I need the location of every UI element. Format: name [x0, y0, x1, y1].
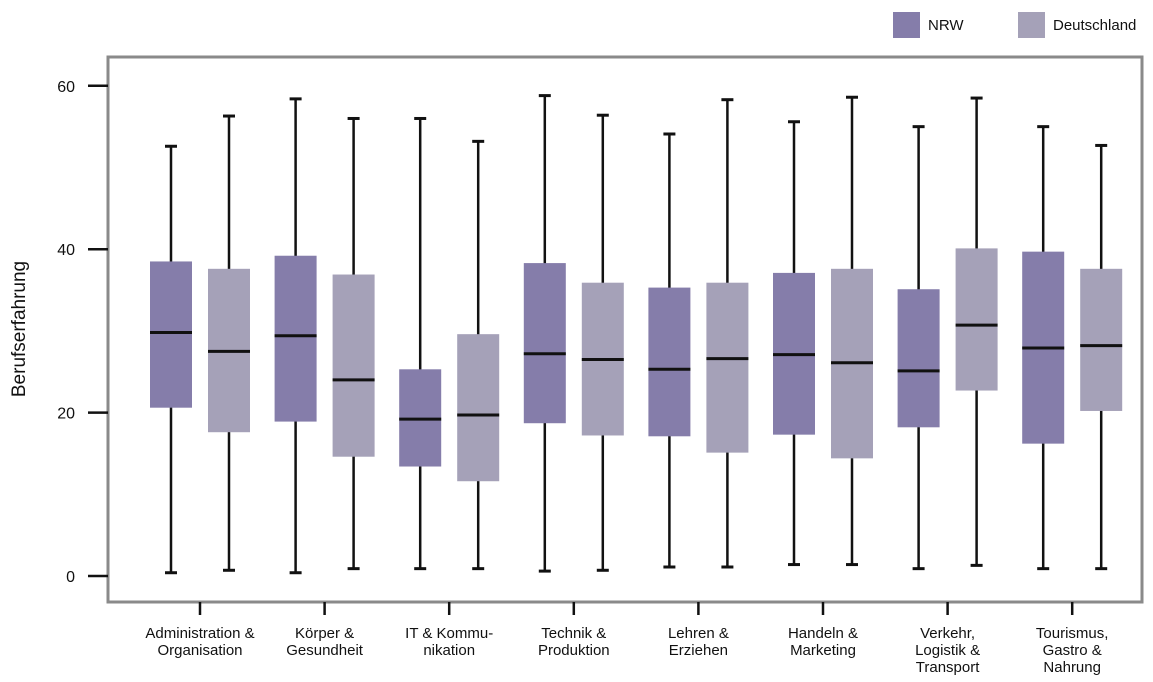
box-iqr: [897, 289, 940, 428]
box-deutschland-8: [1080, 143, 1123, 571]
box-deutschland-5: [706, 98, 749, 569]
x-category-label-line: Technik &: [541, 625, 606, 642]
x-category-label-line: Tourismus,: [1036, 625, 1109, 642]
y-tick-label: 40: [57, 242, 75, 259]
x-category-label-line: Marketing: [790, 642, 856, 659]
box-deutschland-4: [581, 113, 624, 572]
y-tick-label: 0: [66, 569, 75, 586]
x-category-label-line: Lehren &: [668, 625, 729, 642]
x-category-label: Lehren & Erziehen: [668, 625, 729, 659]
box-deutschland-1: [208, 114, 250, 572]
box-iqr: [332, 274, 375, 457]
x-category-label: IT & Kommu-nikation: [405, 625, 493, 659]
legend-swatch-deutschland: [1018, 12, 1045, 38]
box-iqr: [1080, 268, 1123, 411]
x-category-label-line: nikation: [423, 642, 475, 659]
box-nrw-7: [897, 125, 940, 571]
y-tick-label: 60: [57, 79, 75, 96]
x-category-label-line: Körper &: [295, 625, 354, 642]
x-category-label-line: Transport: [916, 659, 980, 676]
box-nrw-8: [1022, 125, 1065, 571]
box-series: [150, 94, 1123, 575]
y-axis-title: Berufserfahrung: [9, 261, 30, 397]
box-nrw-6: [773, 120, 815, 567]
box-iqr: [274, 255, 317, 422]
x-category-label-line: Organisation: [157, 642, 242, 659]
plot-frame: [106, 55, 1144, 604]
x-axis: Administration & Organisation Körper & Gesu…: [145, 602, 1108, 676]
x-category-label-line: Gesundheit: [286, 642, 364, 659]
legend-swatch-nrw: [893, 12, 920, 38]
legend-label-deutschland: Deutschland: [1053, 17, 1136, 34]
box-iqr: [648, 287, 691, 437]
legend-label-nrw: NRW: [928, 17, 964, 34]
x-category-label-line: Verkehr,: [920, 625, 975, 642]
box-iqr: [523, 263, 566, 424]
box-nrw-2: [274, 97, 317, 575]
x-category-label-line: IT & Kommu-: [405, 625, 493, 642]
x-category-label-line: Administration &: [145, 625, 254, 642]
box-iqr: [457, 334, 500, 482]
x-category-label-line: Gastro &: [1043, 642, 1102, 659]
box-nrw-4: [523, 94, 566, 573]
box-iqr: [955, 248, 998, 391]
box-nrw-3: [399, 116, 442, 571]
box-deutschland-6: [831, 95, 873, 567]
y-tick-label: 20: [57, 406, 75, 423]
box-nrw-1: [150, 144, 192, 575]
x-category-label: Verkehr, Logistik & Transport: [915, 625, 980, 676]
x-category-label: Tourismus, Gastro & Nahrung: [1036, 625, 1109, 676]
x-category-label-line: Logistik &: [915, 642, 980, 659]
y-axis: 0 20 40 60: [57, 79, 108, 586]
box-iqr: [150, 261, 192, 408]
x-category-label: Handeln & Marketing: [788, 625, 858, 659]
legend: NRW Deutschland: [893, 12, 1136, 38]
x-category-label-line: Produktion: [538, 642, 610, 659]
x-category-label-line: Handeln &: [788, 625, 858, 642]
box-nrw-5: [648, 132, 691, 569]
x-category-label: Administration & Organisation: [145, 625, 254, 659]
x-category-label-line: Erziehen: [669, 642, 728, 659]
x-category-label: Technik & Produktion: [538, 625, 610, 659]
box-deutschland-2: [332, 116, 375, 571]
box-iqr: [706, 282, 749, 453]
x-category-label-line: Nahrung: [1043, 659, 1101, 676]
box-deutschland-3: [457, 139, 500, 571]
x-category-label: Körper & Gesundheit: [286, 625, 364, 659]
box-deutschland-7: [955, 96, 998, 567]
